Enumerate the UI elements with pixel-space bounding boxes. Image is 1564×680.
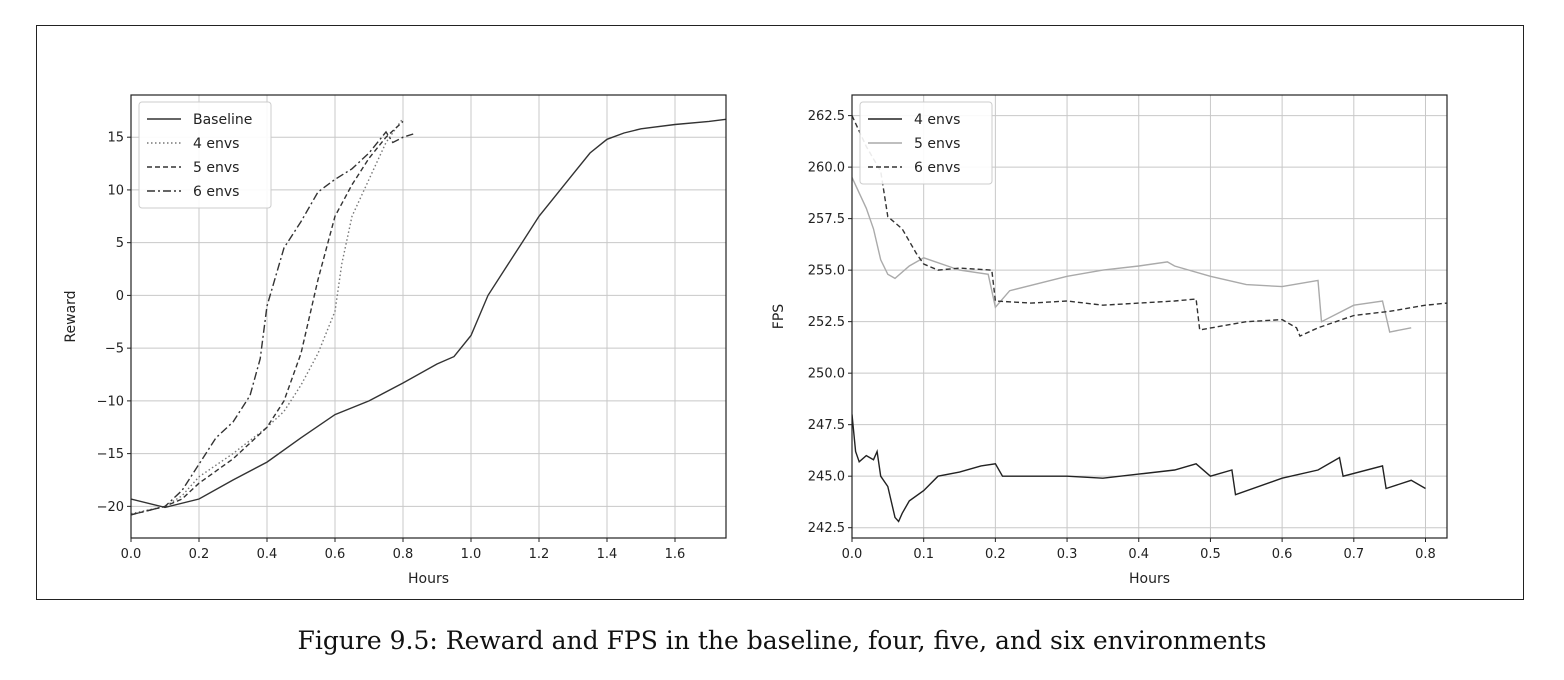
x-tick-label: 1.0 <box>461 547 482 562</box>
y-axis-label: FPS <box>771 304 787 329</box>
charts-canvas: 0.0 0.2 0.4 0.6 0.8 1.0 1.2 1.4 1.6 −20 −15 −10 −5 0 5… <box>63 94 1448 587</box>
series-line-baseline <box>131 118 726 509</box>
y-tick-label: 257.5 <box>808 212 845 227</box>
y-tick-label: −20 <box>97 500 124 515</box>
y-tick-label: 255.0 <box>808 264 845 279</box>
y-axis-label: Reward <box>63 290 79 342</box>
y-tick-label: −15 <box>97 447 124 462</box>
y-tick-label: 245.0 <box>808 470 845 485</box>
plot-area-border <box>130 94 727 539</box>
legend-label: 5 envs <box>193 160 239 176</box>
y-tick-label: 247.5 <box>808 418 845 433</box>
x-tick-label: 0.3 <box>1057 547 1078 562</box>
legend-label: 4 envs <box>193 136 239 152</box>
x-tick-label: 0.4 <box>1128 547 1149 562</box>
series-line-4-envs <box>131 117 404 515</box>
x-tick-label: 0.8 <box>393 547 414 562</box>
legend-label: 6 envs <box>193 184 239 200</box>
series-line-4-envs <box>852 414 1426 523</box>
series-line-6-envs <box>852 115 1447 338</box>
y-tick-label: −10 <box>97 394 124 409</box>
x-tick-label: 1.2 <box>529 547 550 562</box>
y-tick-label: 250.0 <box>808 367 845 382</box>
x-axis-label: Hours <box>408 571 449 587</box>
x-tick-label: 0.8 <box>1415 547 1436 562</box>
x-tick-label: 0.7 <box>1343 547 1364 562</box>
plot-area-border <box>851 94 1448 539</box>
x-tick-label: 0.2 <box>985 547 1006 562</box>
x-tick-label: 1.6 <box>665 547 686 562</box>
chart-1: 0.0 0.1 0.2 0.3 0.4 0.5 0.6 0.7 0.8 242.5 245.0 247… <box>771 94 1448 587</box>
y-tick-label: 242.5 <box>808 521 845 536</box>
legend-label: 6 envs <box>914 160 960 176</box>
x-tick-label: 0.1 <box>913 547 934 562</box>
y-tick-label: 262.5 <box>808 109 845 124</box>
y-tick-label: 260.0 <box>808 161 845 176</box>
y-tick-label: 10 <box>107 183 124 198</box>
series-line-6-envs <box>131 130 414 516</box>
legend-label: 5 envs <box>914 136 960 152</box>
figure-caption: Figure 9.5: Reward and FPS in the baseli… <box>297 626 1267 655</box>
x-tick-label: 0.6 <box>1272 547 1293 562</box>
y-tick-label: 5 <box>116 236 124 251</box>
legend-box <box>138 101 272 209</box>
legend-label: Baseline <box>193 112 252 128</box>
x-tick-label: 0.4 <box>257 547 278 562</box>
legend-label: 4 envs <box>914 112 960 128</box>
chart-0: 0.0 0.2 0.4 0.6 0.8 1.0 1.2 1.4 1.6 −20 −15 −10 −5 0 5… <box>63 94 727 587</box>
x-tick-label: 0.0 <box>121 547 142 562</box>
legend-box <box>859 101 993 185</box>
x-axis-label: Hours <box>1129 571 1170 587</box>
y-tick-label: 252.5 <box>808 315 845 330</box>
figure-frame <box>36 25 1524 600</box>
legend: 4 envs 5 envs 6 envs <box>859 101 993 185</box>
legend: Baseline 4 envs 5 envs 6 envs <box>138 101 272 209</box>
y-tick-label: −5 <box>105 342 124 357</box>
y-tick-label: 0 <box>116 289 124 304</box>
x-tick-label: 0.0 <box>842 547 863 562</box>
x-tick-label: 0.6 <box>325 547 346 562</box>
x-tick-label: 0.2 <box>189 547 210 562</box>
series-line-5-envs <box>852 177 1412 333</box>
x-tick-label: 0.5 <box>1200 547 1221 562</box>
x-tick-label: 1.4 <box>597 547 618 562</box>
series-line-5-envs <box>131 120 404 516</box>
y-tick-label: 15 <box>107 131 124 146</box>
